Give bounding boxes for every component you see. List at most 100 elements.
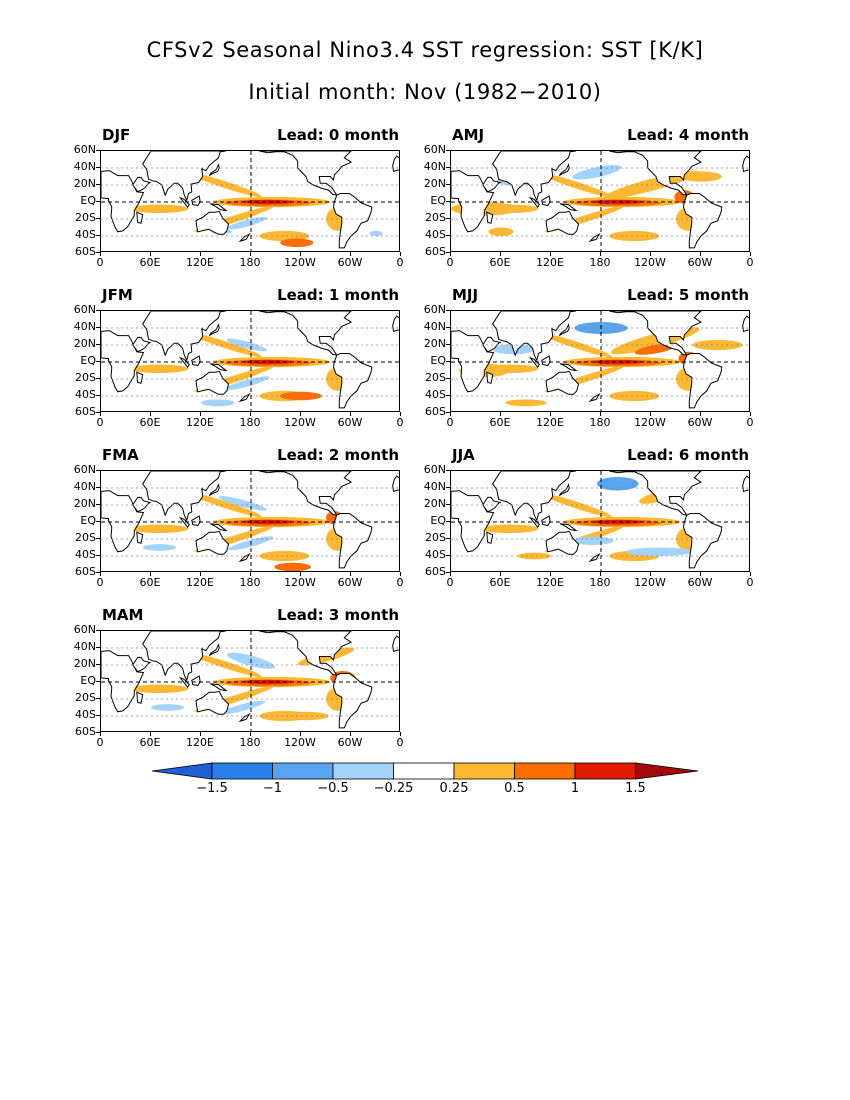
longitude-tick-label: 0 [396, 576, 404, 589]
longitude-tick [550, 412, 551, 416]
continent-outline [238, 393, 251, 403]
longitude-tick [700, 252, 701, 256]
latitude-tick [96, 167, 100, 168]
latitude-tick-label: 60S [425, 565, 446, 578]
longitude-tick [700, 412, 701, 416]
longitude-tick-label: 0 [396, 736, 404, 749]
continent-outline [545, 530, 580, 555]
longitude-tick [150, 252, 151, 256]
latitude-tick-label: 60S [75, 565, 96, 578]
map-area [100, 310, 400, 412]
continent-outline [392, 475, 399, 493]
longitude-tick-label: 0 [446, 576, 454, 589]
latitude-tick-label: 20S [75, 531, 96, 544]
colorbar-box [211, 762, 273, 780]
continent-outline [588, 233, 601, 243]
longitude-tick [400, 412, 401, 416]
map-area [100, 470, 400, 572]
continent-outline [136, 371, 144, 384]
longitude-tick-label: 60W [687, 576, 713, 589]
longitude-tick-label: 120E [536, 576, 564, 589]
latitude-tick [96, 252, 100, 253]
latitude-tick [96, 521, 100, 522]
longitude-tick [250, 572, 251, 576]
longitude-tick [750, 252, 751, 256]
longitude-tick [600, 252, 601, 256]
longitude-tick-label: 0 [746, 256, 754, 269]
latitude-tick-label: 40N [73, 320, 96, 333]
continent-outline [136, 691, 144, 704]
latitude-tick-label: 20N [73, 337, 96, 350]
longitude-tick-label: 120W [284, 736, 316, 749]
longitude-tick-label: 120E [186, 256, 214, 269]
continent-outline [178, 356, 190, 368]
panel-lead: Lead: 5 month [627, 286, 749, 304]
longitude-tick [300, 572, 301, 576]
continent-outline [142, 631, 227, 682]
latitude-tick-label: 40N [423, 160, 446, 173]
longitude-tick [150, 572, 151, 576]
map-panel: AMJ Lead: 4 month 60N 40N 20N EQ 20S 40S 60S 0 60E… [424, 126, 754, 269]
continent-outline [392, 155, 399, 173]
latitude-tick [96, 218, 100, 219]
map-panel: MJJ Lead: 5 month 60N 40N 20N EQ 20S 40S 60S 0 60E… [424, 286, 754, 429]
longitude-tick-label: 120E [536, 256, 564, 269]
colorbar-tick-label: 0.25 [439, 781, 469, 796]
map-area [100, 150, 400, 252]
latitude-tick-label: 60N [423, 463, 446, 476]
longitude-tick [700, 572, 701, 576]
latitude-tick-label: 20N [423, 497, 446, 510]
panel-lead: Lead: 4 month [627, 126, 749, 144]
latitude-tick [446, 201, 450, 202]
latitude-tick [96, 681, 100, 682]
longitude-tick-label: 120E [536, 416, 564, 429]
latitude-tick-label: 20S [75, 371, 96, 384]
continent-outline [191, 675, 201, 686]
longitude-tick-label: 180 [239, 256, 261, 269]
longitude-tick [250, 732, 251, 736]
latitude-tick [446, 310, 450, 311]
longitude-tick-label: 180 [589, 416, 611, 429]
longitude-tick [400, 572, 401, 576]
latitude-tick [96, 310, 100, 311]
longitude-tick [650, 252, 651, 256]
panel-lead: Lead: 0 month [277, 126, 399, 144]
latitude-tick [96, 327, 100, 328]
continent-outline [486, 371, 494, 384]
continent-outline [558, 483, 570, 497]
continent-outline [238, 713, 251, 723]
latitude-tick-label: 20S [425, 371, 446, 384]
longitude-tick-label: 60E [139, 256, 161, 269]
longitude-tick-label: 0 [446, 256, 454, 269]
longitude-tick [200, 732, 201, 736]
longitude-tick-label: 60W [337, 736, 363, 749]
latitude-tick-label: 60N [73, 623, 96, 636]
latitude-tick [446, 344, 450, 345]
longitude-tick [400, 252, 401, 256]
longitude-tick [550, 572, 551, 576]
colorbar-box [272, 762, 334, 780]
longitude-tick [450, 252, 451, 256]
latitude-tick [96, 470, 100, 471]
latitude-tick [446, 395, 450, 396]
latitude-tick-label: 20S [425, 211, 446, 224]
latitude-tick-label: 60N [73, 463, 96, 476]
latitude-tick-label: 60S [75, 405, 96, 418]
latitude-tick [96, 698, 100, 699]
colorbar-box [514, 762, 576, 780]
continent-outline [682, 513, 723, 569]
latitude-tick-label: 60S [425, 405, 446, 418]
continent-outline [332, 353, 373, 409]
sst-regression-map [451, 311, 749, 411]
latitude-tick-label: 60S [75, 725, 96, 738]
longitude-tick-label: 180 [589, 576, 611, 589]
latitude-tick [96, 572, 100, 573]
longitude-tick [350, 732, 351, 736]
latitude-tick [96, 487, 100, 488]
longitude-tick-label: 120E [186, 576, 214, 589]
continent-outline [392, 315, 399, 333]
longitude-tick-label: 60W [337, 416, 363, 429]
longitude-tick [600, 412, 601, 416]
longitude-tick-label: 120W [284, 576, 316, 589]
latitude-tick [446, 521, 450, 522]
